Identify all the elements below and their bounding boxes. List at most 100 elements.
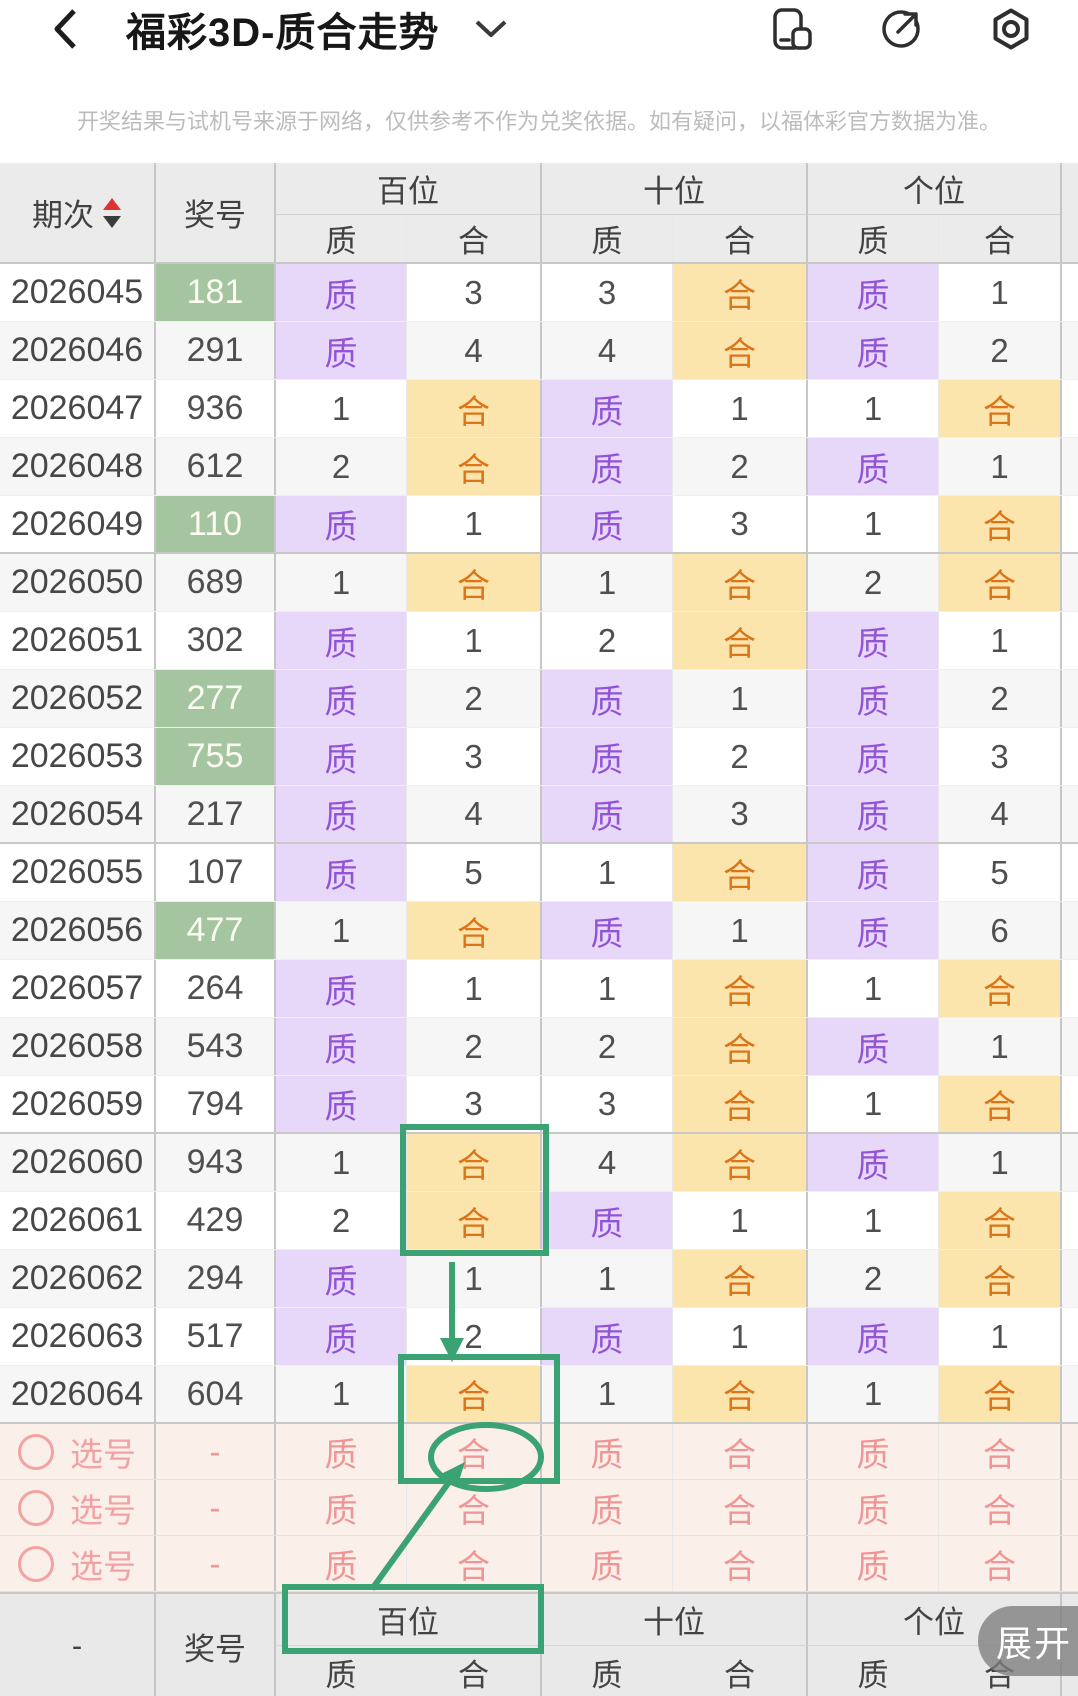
selection-mark-cell[interactable]: 质 <box>806 1424 938 1479</box>
selection-mark-cell[interactable]: 质 <box>274 1536 406 1591</box>
selection-row[interactable]: 选号 - 质合质合质合 <box>0 1480 1078 1536</box>
mark-cell: 质 <box>806 1134 938 1191</box>
prize-cell: 936 <box>154 380 274 437</box>
selection-row[interactable]: 选号 - 质合质合质合 <box>0 1424 1078 1480</box>
miss-count-cell: 6 <box>938 902 1060 959</box>
mark-cell: 质 <box>540 1192 672 1249</box>
miss-count-cell: 1 <box>540 554 672 611</box>
table-row: 2026064 604 1 合 1 合 1 合 <box>0 1366 1078 1424</box>
period-cell: 2026060 <box>0 1134 154 1191</box>
overflow-cell <box>1060 264 1078 321</box>
prize-cell: 517 <box>154 1308 274 1365</box>
selection-mark-cell[interactable]: 合 <box>938 1424 1060 1479</box>
miss-count-cell: 1 <box>806 380 938 437</box>
overflow-cell <box>1060 1018 1078 1075</box>
miss-count-cell: 2 <box>540 612 672 669</box>
footer-sub-zhi: 质 <box>806 1646 938 1696</box>
miss-count-cell: 2 <box>406 1018 540 1075</box>
mark-cell: 质 <box>274 1250 406 1307</box>
selection-period-cell[interactable]: 选号 <box>0 1480 154 1535</box>
miss-count-cell: 1 <box>274 1366 406 1422</box>
selection-mark-cell[interactable]: 合 <box>672 1536 806 1591</box>
column-header-period[interactable]: 期次 <box>0 163 154 262</box>
title-dropdown[interactable] <box>473 19 509 39</box>
selection-circle-icon[interactable] <box>18 1489 54 1526</box>
prize-cell: 543 <box>154 1018 274 1075</box>
miss-count-cell: 1 <box>938 1018 1060 1075</box>
selection-mark-cell[interactable]: 质 <box>540 1480 672 1535</box>
selection-mark-cell[interactable]: 质 <box>540 1536 672 1591</box>
mark-cell: 质 <box>806 1018 938 1075</box>
footer-period-cell: - <box>0 1594 154 1696</box>
selection-circle-icon[interactable] <box>18 1545 54 1582</box>
miss-count-cell: 1 <box>540 960 672 1017</box>
selection-mark-cell[interactable]: 质 <box>274 1424 406 1479</box>
mark-cell: 合 <box>938 554 1060 611</box>
overflow-cell <box>1060 1480 1078 1535</box>
settings-button[interactable] <box>988 6 1034 52</box>
share-button[interactable] <box>878 6 924 52</box>
mark-cell: 质 <box>274 1308 406 1365</box>
selection-period-cell[interactable]: 选号 <box>0 1424 154 1479</box>
selection-mark-cell[interactable]: 合 <box>938 1536 1060 1591</box>
mark-cell: 质 <box>274 670 406 727</box>
sort-icon[interactable] <box>102 196 122 230</box>
period-cell: 2026062 <box>0 1250 154 1307</box>
selection-mark-cell[interactable]: 质 <box>806 1480 938 1535</box>
miss-count-cell: 1 <box>540 1366 672 1422</box>
table-row: 2026061 429 2 合质 1 1 合 <box>0 1192 1078 1250</box>
prize-cell: 110 <box>154 496 274 552</box>
mark-cell: 合 <box>938 496 1060 552</box>
mark-cell: 质 <box>274 264 406 321</box>
mark-cell: 质 <box>540 380 672 437</box>
selection-mark-cell[interactable]: 质 <box>540 1424 672 1479</box>
miss-count-cell: 2 <box>406 670 540 727</box>
selection-mark-cell[interactable]: 质 <box>806 1536 938 1591</box>
selection-prize-cell: - <box>154 1536 274 1591</box>
mark-cell: 合 <box>938 380 1060 437</box>
selection-row[interactable]: 选号 - 质合质合质合 <box>0 1536 1078 1592</box>
selection-mark-cell[interactable]: 合 <box>938 1480 1060 1535</box>
subheader-he: 合 <box>406 215 540 262</box>
selection-rows: 选号 - 质合质合质合选号 - 质合质合质合选号 - 质合质合质合 <box>0 1424 1078 1592</box>
mark-cell: 合 <box>672 844 806 901</box>
selection-mark-cell[interactable]: 合 <box>406 1480 540 1535</box>
expand-button[interactable]: 展开 <box>977 1606 1078 1676</box>
selection-mark-cell[interactable]: 质 <box>274 1480 406 1535</box>
floating-window-button[interactable] <box>770 5 814 53</box>
share-icon <box>882 7 923 48</box>
miss-count-cell: 1 <box>672 1192 806 1249</box>
table-row: 2026063 517 质 2 质 1 质 1 <box>0 1308 1078 1366</box>
selection-mark-cell[interactable]: 合 <box>406 1536 540 1591</box>
back-button[interactable] <box>52 7 82 51</box>
miss-count-cell: 1 <box>274 1134 406 1191</box>
selection-period-cell[interactable]: 选号 <box>0 1536 154 1591</box>
mark-cell: 合 <box>406 1134 540 1191</box>
mark-cell: 合 <box>672 264 806 321</box>
mark-cell: 合 <box>406 438 540 495</box>
mark-cell: 质 <box>806 844 938 901</box>
overflow-cell <box>1060 1192 1078 1249</box>
miss-count-cell: 1 <box>938 612 1060 669</box>
selection-mark-cell[interactable]: 合 <box>672 1480 806 1535</box>
prize-cell: 943 <box>154 1134 274 1191</box>
miss-count-cell: 3 <box>540 1076 672 1132</box>
mark-cell: 质 <box>540 786 672 842</box>
miss-count-cell: 1 <box>540 844 672 901</box>
prize-cell: 264 <box>154 960 274 1017</box>
miss-count-cell: 1 <box>806 1192 938 1249</box>
period-cell: 2026064 <box>0 1366 154 1422</box>
miss-count-cell: 1 <box>672 1308 806 1365</box>
settings-icon <box>993 8 1029 50</box>
table-row: 2026048 612 2 合质 2 质 1 <box>0 438 1078 496</box>
period-cell: 2026051 <box>10 621 144 659</box>
mark-cell: 合 <box>672 1018 806 1075</box>
table-row: 2026051 302 质 1 2 合质 1 <box>0 612 1078 670</box>
selection-mark-cell[interactable]: 合 <box>672 1424 806 1479</box>
selection-circle-icon[interactable] <box>18 1433 54 1470</box>
miss-count-cell: 2 <box>672 728 806 785</box>
miss-count-cell: 5 <box>406 844 540 901</box>
overflow-column-header <box>1060 163 1078 262</box>
selection-mark-cell[interactable]: 合 <box>406 1424 540 1479</box>
mark-cell: 质 <box>274 728 406 785</box>
